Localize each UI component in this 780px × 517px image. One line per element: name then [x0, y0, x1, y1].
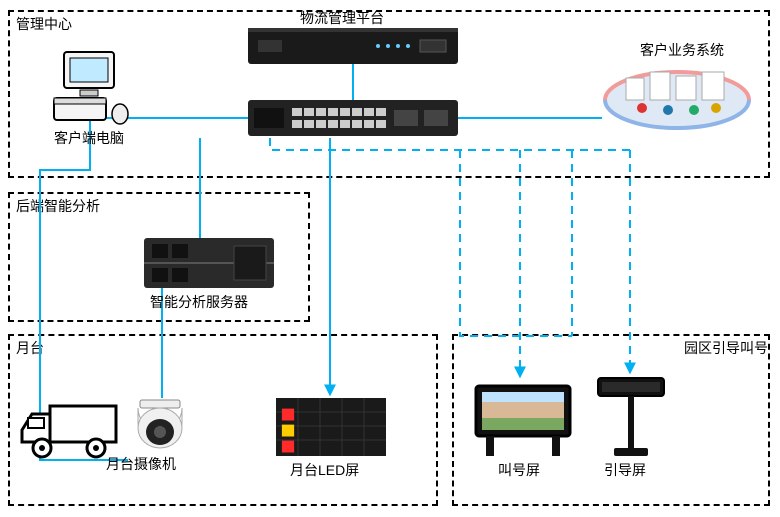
- dome-camera-label: 月台摄像机: [106, 454, 176, 474]
- network-switch-icon: [248, 100, 458, 136]
- zone-management-label: 管理中心: [16, 14, 72, 34]
- guide-screen-icon: [596, 376, 666, 458]
- truck-icon: [20, 400, 120, 460]
- customer-system-icon: [602, 60, 752, 130]
- client-pc-icon: [44, 50, 134, 126]
- zone-park-label: 园区引导叫号: [684, 338, 768, 358]
- ai-server-label: 智能分析服务器: [150, 292, 248, 312]
- guide-screen-label: 引导屏: [604, 460, 646, 480]
- svg-text:██: ██: [281, 424, 295, 437]
- client-pc-label: 客户端电脑: [54, 128, 124, 148]
- logistics-server-icon: [248, 28, 458, 64]
- led-panel-label: 月台LED屏: [290, 460, 359, 480]
- call-screen-label: 叫号屏: [498, 460, 540, 480]
- dome-camera-icon: [130, 398, 190, 452]
- call-screen-icon: [468, 380, 578, 458]
- zone-backend-label: 后端智能分析: [16, 196, 100, 216]
- svg-text:██: ██: [281, 440, 295, 453]
- title-customer-system: 客户业务系统: [640, 40, 724, 60]
- title-logistics-platform: 物流管理平台: [300, 8, 384, 28]
- led-panel-icon: ██ ██ ██: [276, 398, 386, 456]
- svg-text:██: ██: [281, 408, 295, 421]
- zone-platform-label: 月台: [16, 338, 44, 358]
- ai-server-icon: [144, 238, 274, 288]
